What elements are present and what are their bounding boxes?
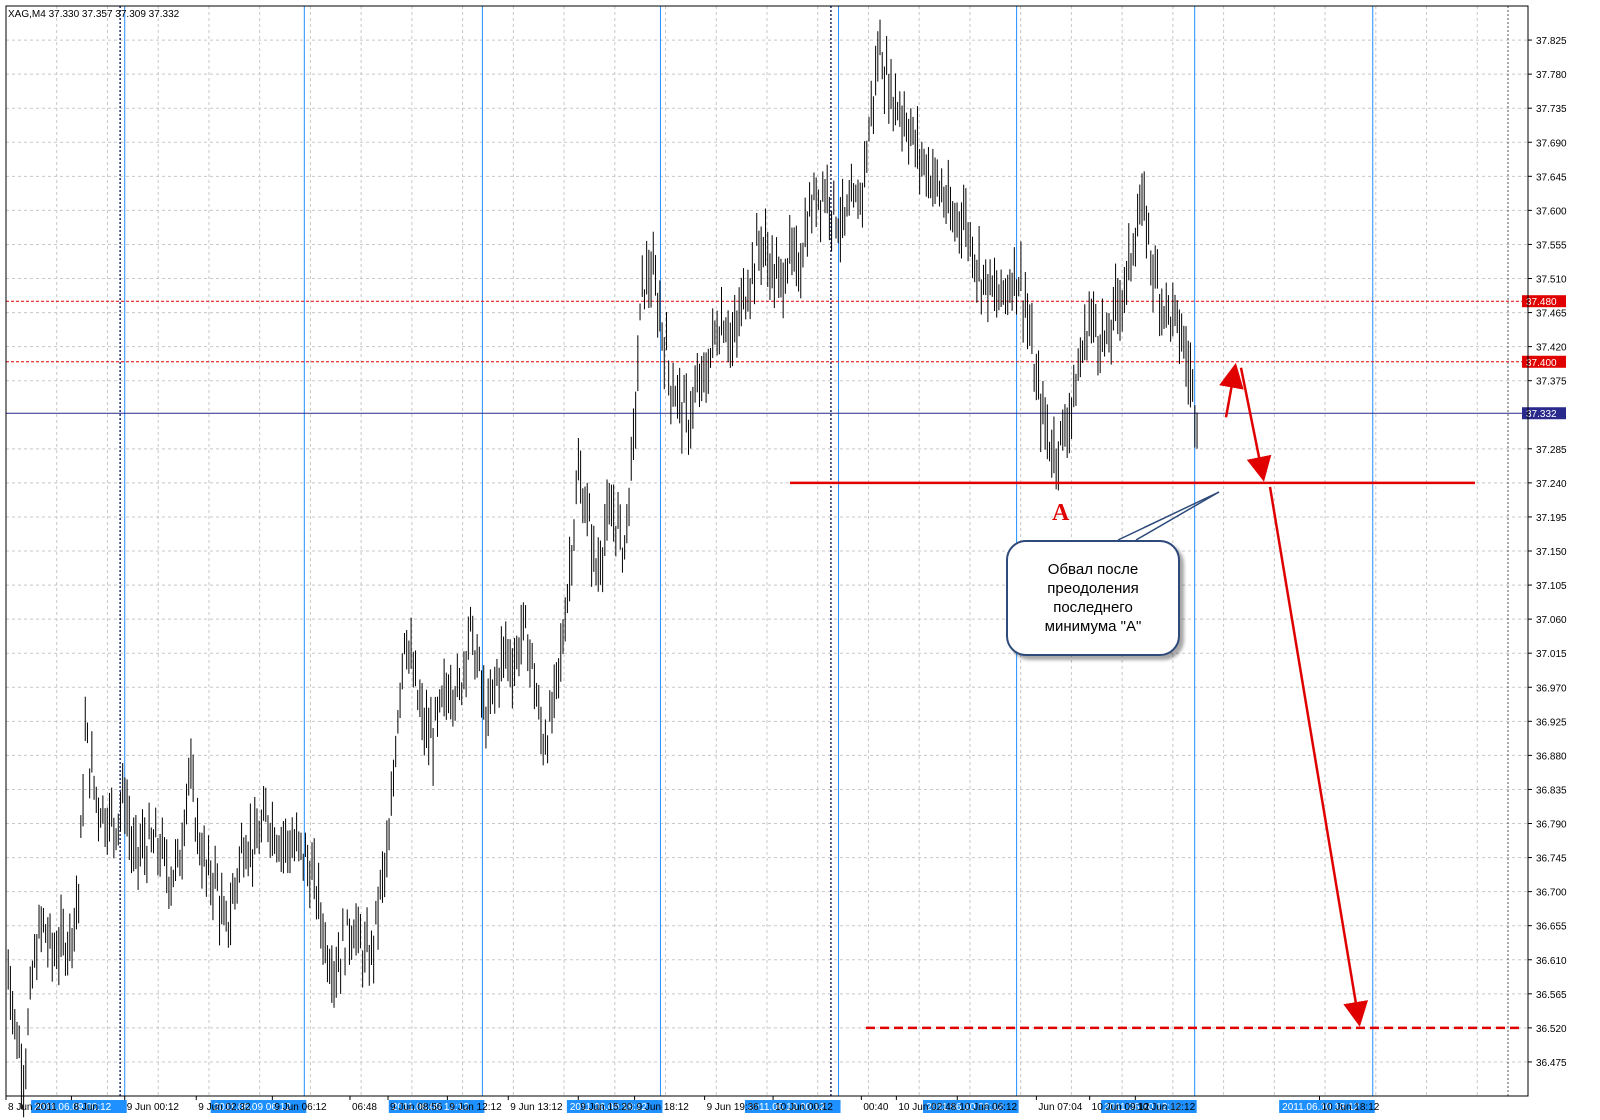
y-tick-label: 36.610 bbox=[1536, 956, 1567, 967]
session-label-bg bbox=[923, 1100, 1019, 1113]
x-tick-label: 9 Jun 19:36 bbox=[707, 1102, 760, 1113]
session-label: 2011.06.09 06:12 bbox=[214, 1102, 292, 1113]
y-tick-label: 37.240 bbox=[1536, 479, 1567, 490]
session-label-bg bbox=[388, 1100, 485, 1113]
session-label: 2011.06.10 18:12 bbox=[1282, 1102, 1360, 1113]
session-label-bg bbox=[1101, 1100, 1197, 1113]
price-level-lines: 37.480 37.400 37.332 bbox=[6, 295, 1566, 420]
x-tick-label: 9 Jun 15:20 bbox=[580, 1102, 633, 1113]
y-tick-label: 36.475 bbox=[1536, 1058, 1567, 1069]
y-tick-label: 36.835 bbox=[1536, 785, 1567, 796]
level-a-label: A bbox=[1052, 500, 1070, 526]
chart-annotations bbox=[790, 362, 1522, 1030]
session-label: 2011.06.09 18:12 bbox=[570, 1102, 648, 1113]
chart-axes: 37.825 37.780 37.735 37.690 37.645 37.600 37.5… bbox=[5, 5, 1567, 1113]
y-tick-label: 36.565 bbox=[1536, 990, 1567, 1001]
callout-pointer bbox=[1135, 491, 1220, 541]
x-tick-label: 10 Jun 09:12 bbox=[1092, 1102, 1150, 1113]
y-tick-label: 37.285 bbox=[1536, 445, 1567, 456]
x-tick-label: 8 Jun bbox=[73, 1102, 97, 1113]
y-tick-label: 37.105 bbox=[1536, 581, 1567, 592]
y-tick-label: 37.465 bbox=[1536, 309, 1567, 320]
price-level-tag bbox=[1522, 295, 1566, 308]
y-tick-label: 37.690 bbox=[1536, 138, 1567, 149]
y-tick-label: 36.790 bbox=[1536, 820, 1567, 831]
y-tick-label: 36.700 bbox=[1536, 888, 1567, 899]
session-label-bg bbox=[566, 1100, 663, 1113]
y-tick-label: 37.600 bbox=[1536, 206, 1567, 217]
symbol-header: XAG,M4 37.330 37.357 37.309 37.332 bbox=[8, 9, 180, 20]
x-tick-label: 8 Jun 2011 bbox=[8, 1102, 57, 1113]
session-label-bg bbox=[31, 1100, 127, 1113]
arrow-up bbox=[1219, 362, 1244, 418]
y-tick-label: 36.925 bbox=[1536, 717, 1567, 728]
x-tick-label: 9 Jun 13:12 bbox=[510, 1102, 563, 1113]
y-tick-label: 37.825 bbox=[1536, 36, 1567, 47]
x-tick-label: 9 Jun 02:32 bbox=[198, 1102, 251, 1113]
y-tick-label: 36.655 bbox=[1536, 922, 1567, 933]
callout-pointer bbox=[1117, 491, 1220, 541]
y-tick-label: 37.015 bbox=[1536, 649, 1567, 660]
y-tick-label: 36.745 bbox=[1536, 854, 1567, 865]
session-label-bg bbox=[1279, 1100, 1375, 1113]
x-tick-label: 06:48 bbox=[352, 1102, 377, 1113]
y-tick-label: 36.520 bbox=[1536, 1024, 1567, 1035]
annotation-callout: Обвал после преодоления последнего миним… bbox=[1006, 540, 1180, 656]
y-tick-label: 37.375 bbox=[1536, 377, 1567, 388]
chart-grid bbox=[6, 6, 1528, 1096]
price-level-tag-text: 37.400 bbox=[1526, 358, 1557, 369]
y-tick-label: 37.735 bbox=[1536, 104, 1567, 115]
y-tick-label: 37.060 bbox=[1536, 615, 1567, 626]
y-tick-label: 37.195 bbox=[1536, 513, 1567, 524]
y-tick-label: 36.970 bbox=[1536, 683, 1567, 694]
session-label: 2011.06.09 12:12 bbox=[392, 1102, 470, 1113]
x-tick-label: 9 Jun 06:12 bbox=[274, 1102, 327, 1113]
x-tick-label: 00:40 bbox=[863, 1102, 888, 1113]
session-label: 2011.06.10 00:12 bbox=[748, 1102, 826, 1113]
y-tick-label: 37.780 bbox=[1536, 70, 1567, 81]
price-level-tag-text: 37.332 bbox=[1526, 409, 1557, 420]
y-tick-label: 37.645 bbox=[1536, 172, 1567, 183]
x-tick-label: 10 Jun 12:12 bbox=[1137, 1102, 1195, 1113]
y-tick-label: 37.150 bbox=[1536, 547, 1567, 558]
price-bars bbox=[5, 19, 1198, 1118]
y-tick-label: 37.420 bbox=[1536, 343, 1567, 354]
y-tick-label: 37.555 bbox=[1536, 240, 1567, 251]
x-tick-label: 9 Jun 08:56 bbox=[390, 1102, 443, 1113]
arrow-down-to-a bbox=[1239, 367, 1272, 482]
x-tick-label: 10 Jun 06:12 bbox=[959, 1102, 1017, 1113]
x-tick-label: Jun 07:04 bbox=[1038, 1102, 1082, 1113]
x-tick-label: 9 Jun 12:12 bbox=[449, 1102, 502, 1113]
x-tick-label: 10 Jun 18:12 bbox=[1321, 1102, 1379, 1113]
x-tick-label: 10 Jun 02:48 bbox=[898, 1102, 956, 1113]
session-label-bg bbox=[210, 1100, 307, 1113]
x-tick-label: 10 Jun 00:12 bbox=[775, 1102, 833, 1113]
x-tick-label: 9 Jun 18:12 bbox=[637, 1102, 690, 1113]
session-label: 2011.06.10 06:12 bbox=[926, 1102, 1004, 1113]
session-label: 2011.06.09 00:12 bbox=[34, 1102, 112, 1113]
y-tick-label: 37.510 bbox=[1536, 275, 1567, 286]
session-lines: 2011.06.09 00:12 2011.06.09 06:12 2011.06.… bbox=[31, 6, 1375, 1113]
price-level-tag bbox=[1522, 407, 1566, 420]
session-label: 2011.06.10 12:12 bbox=[1104, 1102, 1182, 1113]
callout-text: Обвал после преодоления последнего миним… bbox=[1044, 561, 1142, 635]
session-label-bg bbox=[744, 1100, 841, 1113]
price-level-tag-text: 37.480 bbox=[1526, 297, 1557, 308]
y-tick-label: 36.880 bbox=[1536, 751, 1567, 762]
x-tick-label: 9 Jun 00:12 bbox=[127, 1102, 180, 1113]
arrow-down-to-target bbox=[1268, 486, 1369, 1027]
price-level-tag bbox=[1522, 355, 1566, 368]
